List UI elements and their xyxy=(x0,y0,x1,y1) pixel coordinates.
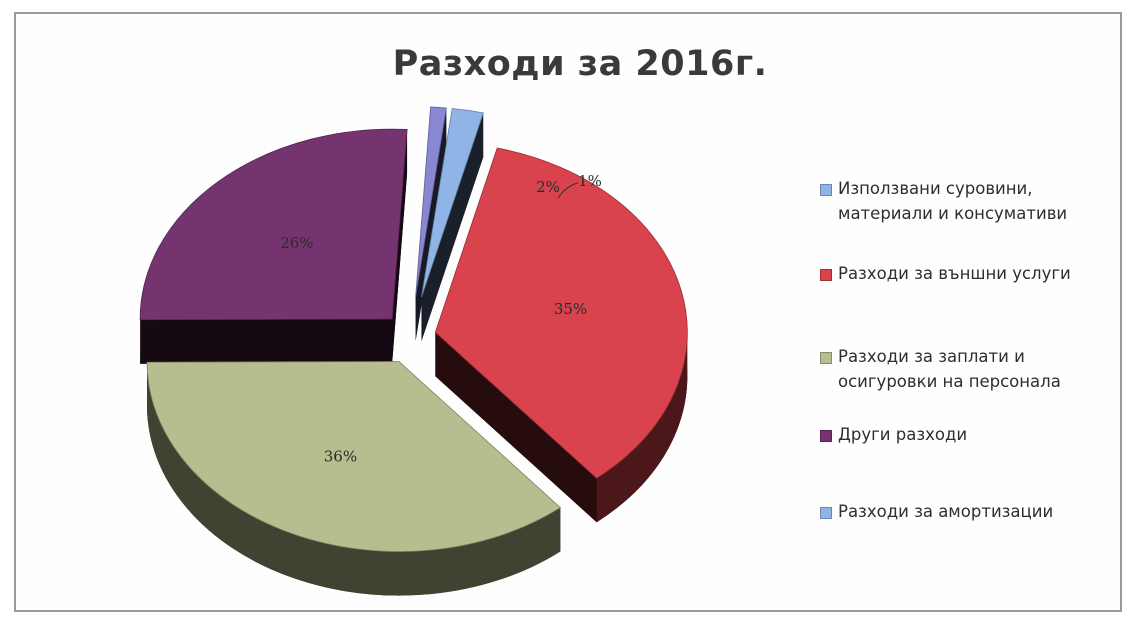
pie-slice-wall xyxy=(415,107,447,341)
pie-slice xyxy=(139,128,408,364)
pie-slices xyxy=(139,106,688,596)
pie-slice-side xyxy=(147,362,561,596)
data-label: 35% xyxy=(554,300,587,318)
legend-label: Разходи за външни услуги xyxy=(838,264,1071,283)
legend-label: Използвани суровини, xyxy=(838,179,1033,198)
pie-labels: 2% 35% 36% 26% 1% xyxy=(280,172,602,465)
pie-slice-wall xyxy=(435,332,597,523)
legend-swatch xyxy=(820,430,832,442)
legend-item-depreciation: Разходи за амортизации xyxy=(820,499,1136,524)
data-label: 26% xyxy=(280,234,313,252)
leader-line xyxy=(557,182,579,199)
data-label: 1% xyxy=(578,172,602,190)
legend-label: Разходи за амортизации xyxy=(838,502,1054,521)
legend-swatch xyxy=(820,269,832,281)
pie-slice-wall xyxy=(140,319,393,364)
pie-slice-top xyxy=(434,147,688,479)
legend-item-materials: Използвани суровини, материали и консума… xyxy=(820,176,1136,226)
pie-slice xyxy=(434,147,688,523)
pie-slice-wall xyxy=(392,129,408,364)
pie-slice xyxy=(146,361,561,596)
pie-slice-top xyxy=(146,361,561,552)
pie-slice-top xyxy=(421,108,484,298)
legend-item-salaries: Разходи за заплати и осигуровки на персо… xyxy=(820,344,1136,394)
legend-item-other: Други разходи xyxy=(820,422,1136,447)
legend-label: Разходи за заплати и xyxy=(838,347,1025,366)
chart-title: Разходи за 2016г. xyxy=(392,44,768,84)
legend-swatch xyxy=(820,184,832,196)
pie-slice xyxy=(421,108,484,342)
legend-swatch xyxy=(820,507,832,519)
legend-label: Други разходи xyxy=(838,425,968,444)
legend-label-cont: материали и консумативи xyxy=(838,204,1068,223)
legend-swatch xyxy=(820,352,832,364)
pie-slice-top xyxy=(415,106,447,297)
data-label: 36% xyxy=(324,447,357,465)
pie-slice-side xyxy=(596,332,688,523)
data-label: 2% xyxy=(536,178,560,196)
legend-item-external-services: Разходи за външни услуги xyxy=(820,261,1136,286)
legend-label-cont: осигуровки на персонала xyxy=(838,372,1061,391)
pie-slice-wall xyxy=(421,112,484,342)
pie-slice-top xyxy=(139,128,408,321)
